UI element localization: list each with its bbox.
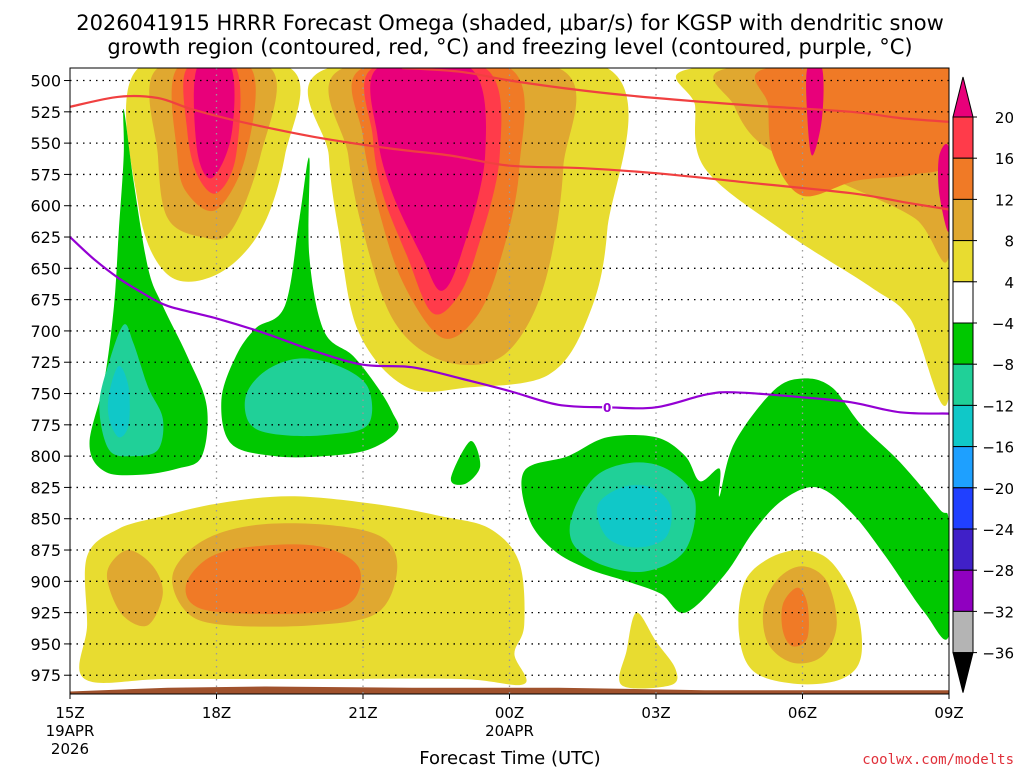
y-tick-label-850: 850 bbox=[30, 510, 61, 529]
colorbar-swatch-8 bbox=[952, 446, 974, 489]
y-tick-label-725: 725 bbox=[30, 353, 61, 372]
y-tick-label-625: 625 bbox=[30, 228, 61, 247]
freezing-level-contour bbox=[70, 236, 949, 415]
y-tick-label-925: 925 bbox=[30, 604, 61, 623]
colorbar-label--4: −4 bbox=[992, 315, 1014, 333]
plot-area: 0 bbox=[70, 68, 949, 694]
colorbar-label-8: 8 bbox=[1004, 233, 1014, 251]
colorbar-swatch-11 bbox=[952, 569, 974, 612]
omega-region-4-4 bbox=[619, 612, 678, 689]
omega-region-20-0 bbox=[193, 68, 235, 179]
x-tick-label-09Z: 09Z bbox=[934, 704, 963, 722]
y-tick-label-800: 800 bbox=[30, 447, 61, 466]
y-tick-label-600: 600 bbox=[30, 197, 61, 216]
omega-region--12-0 bbox=[107, 365, 130, 438]
colorbar-label--28: −28 bbox=[982, 562, 1014, 580]
x-tick-label-03Z: 03Z bbox=[641, 704, 670, 722]
colorbar-label--8: −8 bbox=[992, 356, 1014, 374]
colorbar-swatch-5 bbox=[952, 322, 974, 365]
y-tick-label-550: 550 bbox=[30, 134, 61, 153]
dgz-contour-0 bbox=[70, 94, 949, 211]
colorbar-label--36: −36 bbox=[982, 645, 1014, 663]
y-tick-label-500: 500 bbox=[30, 72, 61, 91]
colorbar-label-12: 12 bbox=[995, 191, 1014, 209]
colorbar-label--20: −20 bbox=[982, 480, 1014, 498]
contours: 0 bbox=[70, 68, 949, 416]
y-tick-label-650: 650 bbox=[30, 259, 61, 278]
colorbar-swatch-0 bbox=[952, 116, 974, 159]
x-tick-date-00Z: 20APR bbox=[485, 722, 534, 740]
y-tick-label-775: 775 bbox=[30, 416, 61, 435]
colorbar-swatch-4 bbox=[952, 281, 974, 324]
freezing-level-label: 0 bbox=[603, 401, 611, 415]
y-axis-ticks: 500 525 550 575 600 625 650 675 700 725 750 775 800 8… bbox=[30, 72, 70, 685]
omega-region--8-1 bbox=[244, 358, 373, 437]
colorbar-label--24: −24 bbox=[982, 521, 1014, 539]
colorbar: 20 16 12 8 4 −4 −8 −12 −16 −20 −24 −28 −32 −36 bbox=[952, 76, 1014, 693]
colorbar-label--16: −16 bbox=[982, 439, 1014, 457]
colorbar-swatch-7 bbox=[952, 404, 974, 448]
colorbar-swatch-10 bbox=[952, 528, 974, 571]
y-tick-label-675: 675 bbox=[30, 291, 61, 310]
chart-title-line1: 2026041915 HRRR Forecast Omega (shaded, … bbox=[76, 11, 944, 35]
omega-region-20-2 bbox=[806, 68, 824, 156]
colorbar-swatch-12 bbox=[952, 610, 974, 654]
y-tick-label-825: 825 bbox=[30, 478, 61, 497]
x-tick-label-18Z: 18Z bbox=[202, 704, 231, 722]
dgz-contour-1 bbox=[402, 68, 949, 123]
y-tick-label-900: 900 bbox=[30, 572, 61, 591]
colorbar-label-4: 4 bbox=[1004, 274, 1014, 292]
omega-region-12-2 bbox=[754, 68, 949, 197]
x-tick-date-15Z: 19APR bbox=[46, 722, 95, 740]
x-tick-label-00Z: 00Z bbox=[495, 704, 524, 722]
colorbar-swatch-6 bbox=[952, 363, 974, 406]
colorbar-bottom-arrow bbox=[952, 652, 974, 693]
credit-text: coolwx.com/modelts bbox=[862, 752, 1014, 768]
colorbar-label--32: −32 bbox=[982, 603, 1014, 621]
colorbar-label--12: −12 bbox=[982, 397, 1014, 415]
omega-region-12-3 bbox=[185, 544, 362, 614]
chart-title-line2: growth region (contoured, red, °C) and f… bbox=[107, 35, 912, 59]
omega-region-8-3 bbox=[106, 550, 163, 627]
y-tick-label-875: 875 bbox=[30, 541, 61, 560]
y-tick-label-950: 950 bbox=[30, 635, 61, 654]
omega-region--12-1 bbox=[596, 485, 672, 548]
colorbar-label-20: 20 bbox=[995, 109, 1014, 127]
colorbar-swatch-1 bbox=[952, 157, 974, 200]
x-tick-label-21Z: 21Z bbox=[348, 704, 377, 722]
y-tick-label-700: 700 bbox=[30, 322, 61, 341]
y-tick-label-750: 750 bbox=[30, 385, 61, 404]
y-tick-label-575: 575 bbox=[30, 165, 61, 184]
ground-terrain bbox=[70, 686, 949, 694]
omega-region--4-2 bbox=[450, 440, 481, 485]
x-axis-label: Forecast Time (UTC) bbox=[419, 748, 600, 768]
ground-fill bbox=[70, 686, 949, 694]
x-tick-label-06Z: 06Z bbox=[788, 704, 817, 722]
x-tick-year-15Z: 2026 bbox=[51, 740, 89, 758]
colorbar-swatch-3 bbox=[952, 240, 974, 283]
colorbar-label-16: 16 bbox=[995, 150, 1014, 168]
colorbar-swatch-9 bbox=[952, 487, 974, 530]
y-tick-label-975: 975 bbox=[30, 666, 61, 685]
y-tick-label-525: 525 bbox=[30, 103, 61, 122]
colorbar-swatch-2 bbox=[952, 198, 974, 242]
omega-region--4-3 bbox=[521, 378, 949, 640]
x-tick-label-15Z: 15Z bbox=[55, 704, 84, 722]
omega-region-20-1 bbox=[370, 68, 487, 291]
